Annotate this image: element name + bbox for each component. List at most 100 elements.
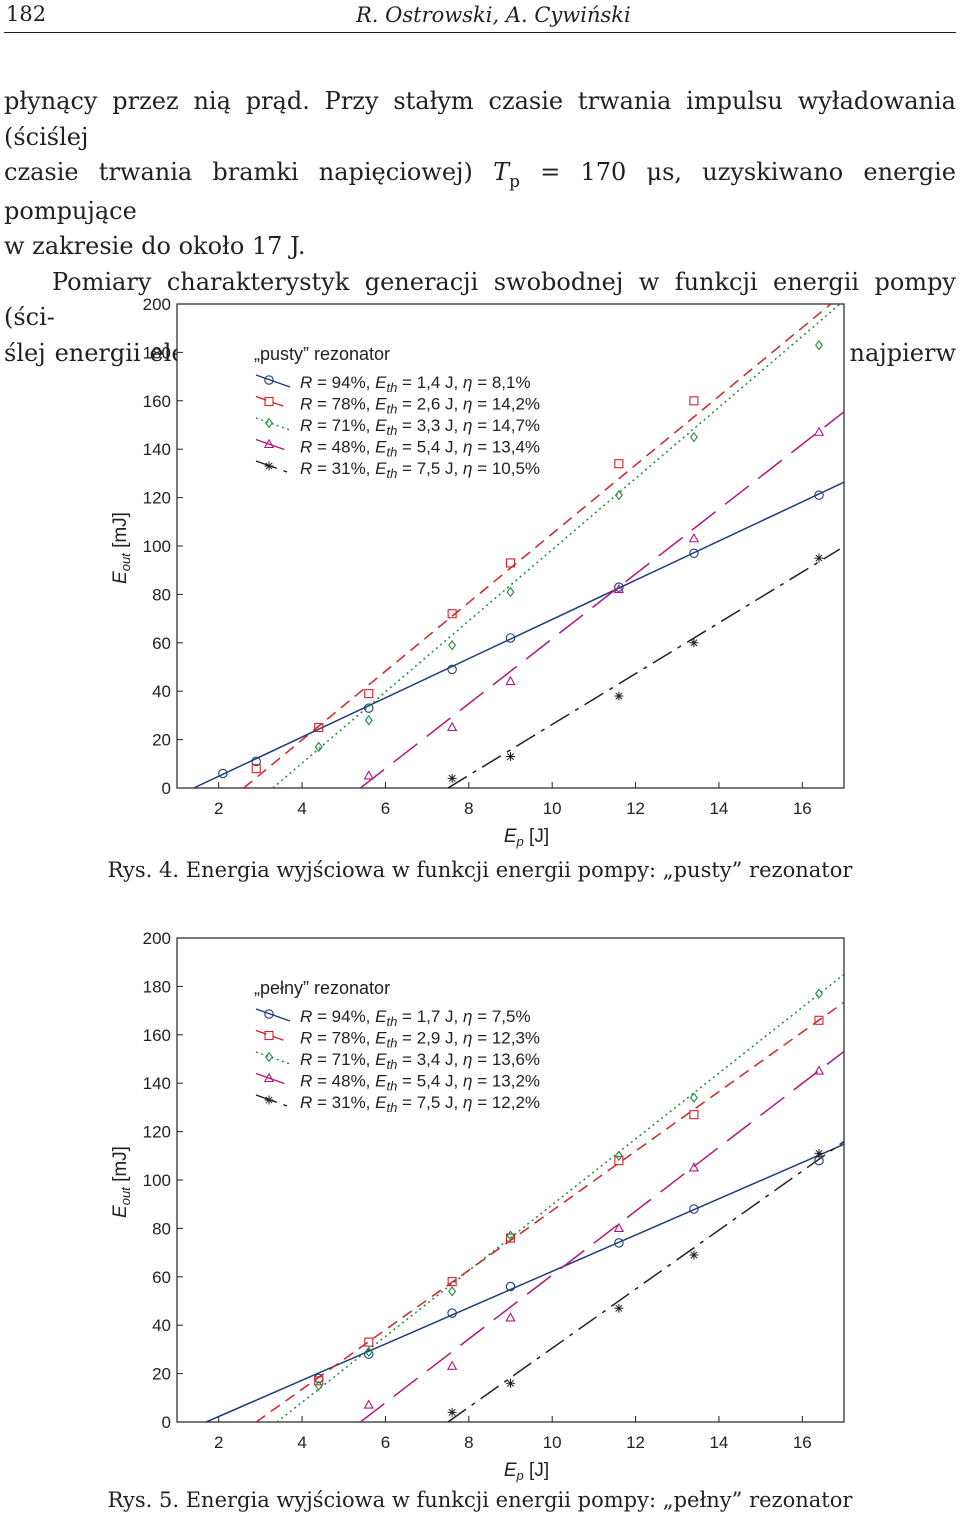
legend-title: „pusty” rezonator: [254, 344, 390, 364]
data-point: [251, 756, 261, 767]
legend-eta-value: = 13,4%: [472, 438, 540, 457]
data-point: [314, 1380, 323, 1391]
legend-eta: η: [463, 1050, 472, 1069]
y-tick-label: 80: [152, 585, 171, 604]
legend-marker: [264, 375, 274, 385]
data-point: [363, 770, 374, 780]
data-point: [218, 768, 228, 779]
data-point: [814, 988, 823, 999]
legend-entry: R = 71%, Eth = 3,4 J, η = 13,6%: [300, 1050, 540, 1072]
legend: „pusty” rezonator R = 94%, Eth = 1,4 J, η…: [254, 344, 540, 481]
data-point: [505, 675, 516, 686]
series-points: [314, 1015, 824, 1386]
data-point: [613, 1222, 625, 1232]
data-point: [614, 1150, 623, 1162]
header-rule: [4, 32, 956, 33]
y-tick-label: 200: [143, 929, 171, 948]
x-tick-label: 8: [464, 799, 473, 818]
fit-line: [255, 1001, 844, 1422]
x-tick-label: 6: [381, 1433, 390, 1452]
x-tick-label: 6: [381, 799, 390, 818]
legend-eta-value: = 14,2%: [472, 395, 540, 414]
data-point: [614, 691, 624, 701]
data-point: [689, 1204, 699, 1214]
legend-entry: R = 31%, Eth = 7,5 J, η = 10,5%: [300, 459, 540, 481]
legend-Eth-value: = 2,6 J,: [397, 395, 463, 414]
legend-eta-value: = 7,5%: [472, 1007, 530, 1026]
legend-R: R: [300, 373, 312, 392]
fit-lines: [193, 304, 844, 788]
data-point: [689, 1250, 699, 1260]
legend-R-value: = 48%,: [312, 438, 375, 457]
data-point: [364, 689, 374, 699]
legend-E: E: [375, 1029, 387, 1048]
legend-E-subscript: th: [386, 1057, 397, 1072]
data-point: [447, 1308, 457, 1318]
legend-eta: η: [463, 438, 472, 457]
symbol-T-subscript: p: [509, 172, 520, 192]
fit-line: [447, 548, 841, 788]
data-point: [814, 490, 824, 500]
legend-R: R: [300, 438, 312, 457]
fit-line: [359, 411, 844, 788]
body-line-3: w zakresie do około 17 J.: [4, 232, 306, 260]
legend-entry: R = 94%, Eth = 1,7 J, η = 7,5%: [300, 1007, 531, 1029]
legend-eta: η: [463, 1029, 472, 1048]
data-point: [506, 586, 515, 598]
legend-entry: R = 94%, Eth = 1,4 J, η = 8,1%: [300, 373, 531, 395]
legend-title: „pełny” rezonator: [254, 978, 390, 998]
series-points: [314, 988, 823, 1391]
legend-E-subscript: th: [386, 380, 397, 395]
data-point: [364, 715, 373, 726]
data-point: [447, 1277, 457, 1287]
legend-marker: [264, 396, 274, 407]
data-point: [506, 1378, 515, 1388]
x-tick-label: 2: [214, 1433, 223, 1452]
legend-R: R: [300, 1093, 312, 1112]
legend-R-value: = 94%,: [312, 373, 375, 392]
legend-marker: [264, 1030, 274, 1041]
data-point: [364, 1346, 373, 1358]
y-tick-label: 20: [152, 1365, 171, 1384]
fit-line: [193, 481, 844, 788]
legend-Eth-value: = 1,7 J,: [397, 1007, 463, 1026]
y-axis-subscript: out: [118, 552, 133, 571]
legend-R: R: [300, 1050, 312, 1069]
fit-line: [243, 304, 833, 788]
data-point: [314, 741, 323, 753]
x-tick-label: 12: [626, 1433, 645, 1452]
data-point: [814, 1148, 824, 1158]
figure-4-caption: Rys. 4. Energia wyjściowa w funkcji ener…: [107, 858, 853, 882]
data-point: [251, 764, 261, 774]
data-point: [689, 1110, 699, 1120]
legend-Eth-value: = 1,4 J,: [397, 373, 463, 392]
legend-eta: η: [463, 459, 472, 478]
y-tick-label: 160: [143, 392, 171, 411]
legend-E-subscript: th: [386, 1036, 397, 1051]
data-point: [505, 1233, 516, 1243]
data-point: [447, 664, 457, 675]
data-point: [314, 722, 324, 733]
data-point: [689, 1092, 698, 1103]
legend-E-subscript: th: [386, 1079, 397, 1094]
legend-eta: η: [463, 373, 472, 392]
fit-lines: [205, 973, 844, 1422]
running-head: R. Ostrowski, A. Cywiński: [356, 3, 631, 27]
x-tick-label: 16: [793, 799, 812, 818]
series-points: [218, 490, 824, 779]
fit-line: [205, 1143, 844, 1422]
data-point: [689, 548, 699, 559]
data-point: [689, 396, 699, 406]
legend-eta-value: = 13,6%: [472, 1050, 540, 1069]
x-tick-label: 12: [626, 799, 645, 818]
body-line-4: Pomiary charakterystyk generacji swobodn…: [4, 267, 956, 332]
legend-R-value: = 78%,: [312, 1029, 375, 1048]
x-axis-symbol: E: [504, 1460, 517, 1481]
legend-line: [255, 1072, 291, 1087]
x-axis-symbol: E: [504, 826, 517, 847]
legend-E: E: [375, 459, 387, 478]
data-point: [689, 431, 698, 443]
y-axis-label: Eout [mJ]: [110, 512, 133, 584]
page-header: 182 R. Ostrowski, A. Cywiński: [0, 0, 960, 34]
x-tick-label: 4: [297, 799, 306, 818]
